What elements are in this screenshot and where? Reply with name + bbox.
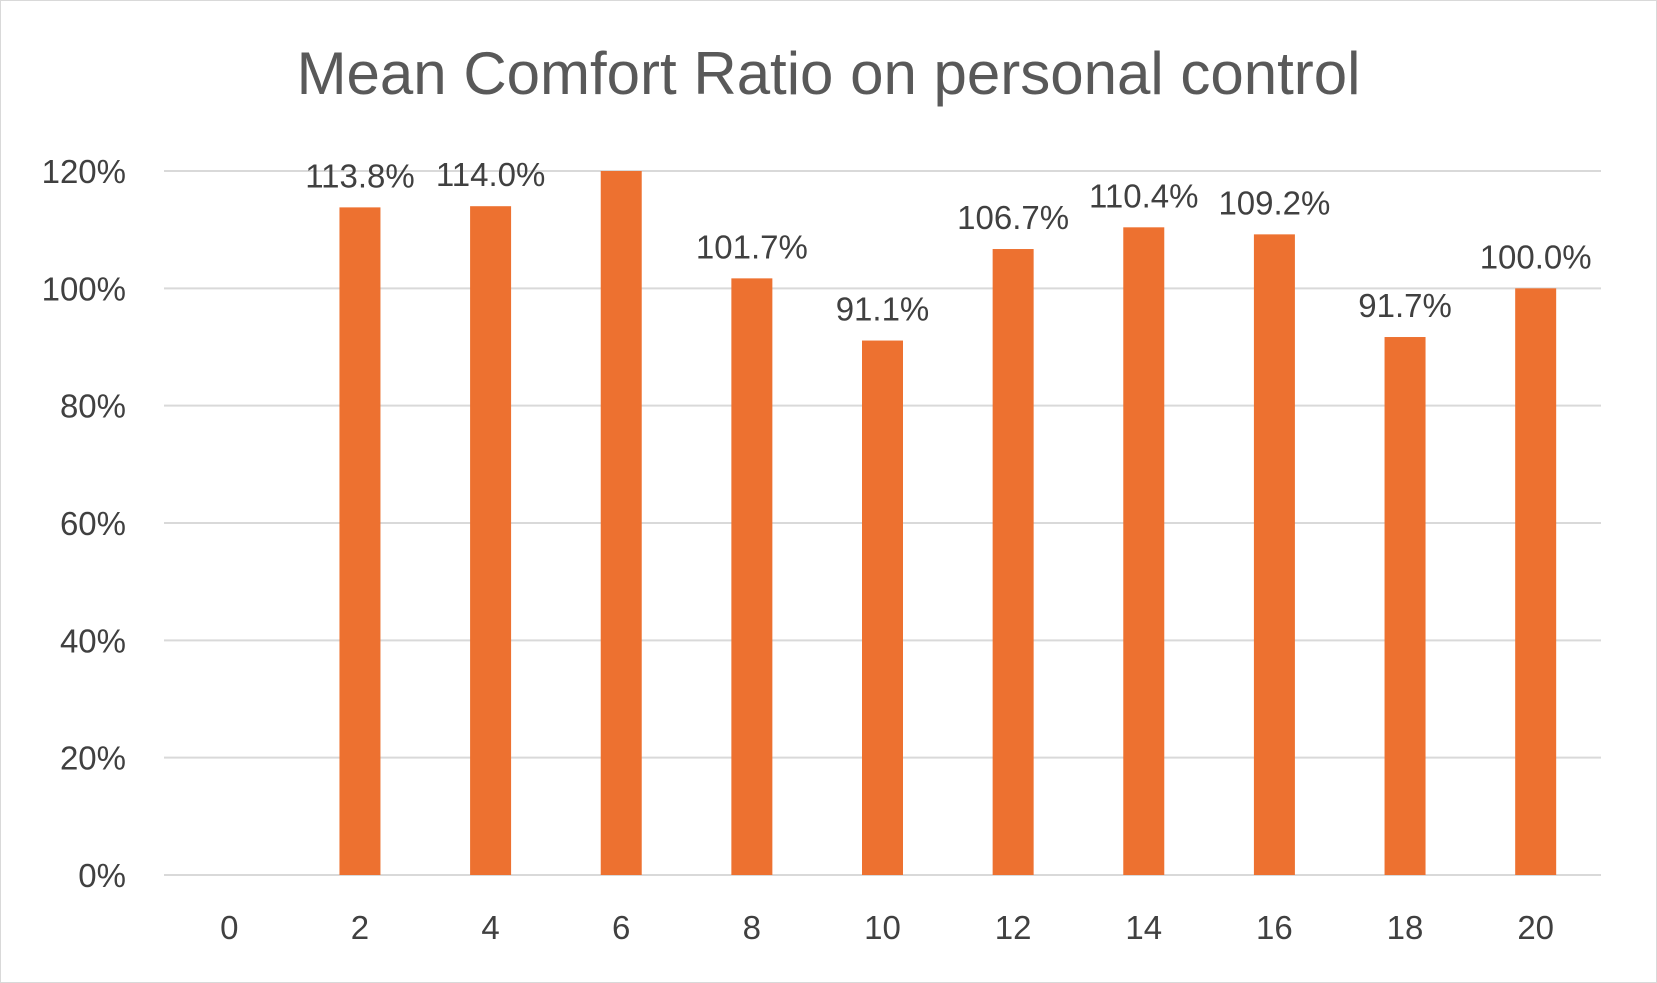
data-label: 113.8% xyxy=(305,157,414,194)
x-tick-label: 6 xyxy=(612,909,630,946)
x-tick-label: 20 xyxy=(1517,909,1554,946)
x-tick-label: 14 xyxy=(1125,909,1162,946)
data-label: 109.2% xyxy=(1218,184,1330,221)
y-tick-label: 120% xyxy=(42,153,126,190)
y-tick-label: 60% xyxy=(60,505,126,542)
bar xyxy=(470,206,512,875)
bar xyxy=(600,171,642,875)
x-tick-label: 2 xyxy=(351,909,369,946)
data-label: 91.7% xyxy=(1358,287,1452,324)
data-label: 100.0% xyxy=(1480,238,1592,275)
data-label: 106.7% xyxy=(957,199,1069,236)
y-tick-label: 80% xyxy=(60,388,126,425)
x-tick-label: 0 xyxy=(220,909,238,946)
data-label: 114.0% xyxy=(436,156,545,193)
bar xyxy=(992,249,1034,875)
bar xyxy=(1515,288,1557,875)
x-axis-tick-labels: 0 2 4 6 8 10 12 14 16 18 20 xyxy=(220,909,1554,946)
data-label: 110.4% xyxy=(1089,177,1198,214)
bar xyxy=(1123,227,1165,875)
bars xyxy=(339,171,1557,876)
x-tick-label: 18 xyxy=(1387,909,1424,946)
x-tick-label: 12 xyxy=(995,909,1032,946)
bar xyxy=(1253,234,1295,876)
bar xyxy=(862,340,903,876)
x-tick-label: 10 xyxy=(864,909,901,946)
x-tick-label: 4 xyxy=(481,909,499,946)
chart-title: Mean Comfort Ratio on personal control xyxy=(296,40,1361,107)
y-tick-label: 40% xyxy=(60,622,126,659)
x-tick-label: 16 xyxy=(1256,909,1293,946)
bar xyxy=(339,207,381,875)
data-labels: 113.8% 114.0% 101.7% 91.1% 106.7% 110.4% 109.2… xyxy=(305,156,1591,327)
data-label: 101.7% xyxy=(696,228,808,265)
x-tick-label: 8 xyxy=(743,909,761,946)
bar xyxy=(731,278,773,875)
y-tick-label: 0% xyxy=(78,857,126,894)
data-label: 91.1% xyxy=(836,291,930,328)
y-tick-label: 20% xyxy=(60,740,126,777)
y-tick-label: 100% xyxy=(42,270,126,307)
y-axis-tick-labels: 0% 20% 40% 60% 80% 100% 120% xyxy=(42,153,126,894)
bar xyxy=(1384,337,1426,875)
